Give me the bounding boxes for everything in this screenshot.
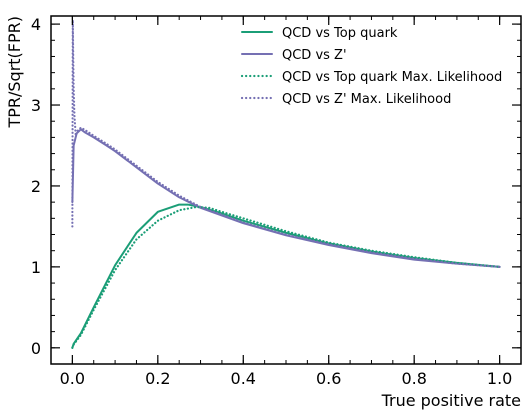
x-tick-label: 0.8: [401, 369, 426, 388]
x-tick-label: 0.4: [231, 369, 256, 388]
y-tick-label: 2: [31, 177, 41, 196]
x-tick-label: 0.0: [60, 369, 85, 388]
plot-frame: [50, 15, 522, 365]
y-tick-label: 1: [31, 258, 41, 277]
x-tick-label: 1.0: [487, 369, 512, 388]
series-line-1: [71, 203, 501, 349]
y-axis-label: TPR/Sqrt(FPR): [5, 16, 24, 129]
y-tick-label: 3: [31, 96, 41, 115]
legend-label-4: QCD vs Z' Max. Likelihood: [282, 92, 451, 107]
series-line-4: [71, 18, 501, 268]
x-axis-label: True positive rate: [381, 391, 521, 410]
ticks-layer: 0.0 0.2 0.4 0.6 0.8 1.0 0 1 2 3 4: [31, 15, 521, 388]
series-line-3: [71, 205, 501, 349]
legend: QCD vs Top quark QCD vs Z' QCD vs Top quar…: [240, 26, 502, 107]
series-line-2: [71, 128, 501, 268]
x-tick-label: 0.6: [316, 369, 341, 388]
y-tick-label: 4: [31, 15, 41, 34]
legend-label-1: QCD vs Top quark: [282, 26, 398, 41]
legend-label-3: QCD vs Top quark Max. Likelihood: [282, 70, 502, 85]
legend-label-2: QCD vs Z': [282, 48, 347, 63]
y-tick-label: 0: [31, 339, 41, 358]
series-layer: [71, 18, 501, 349]
x-tick-label: 0.2: [145, 369, 170, 388]
